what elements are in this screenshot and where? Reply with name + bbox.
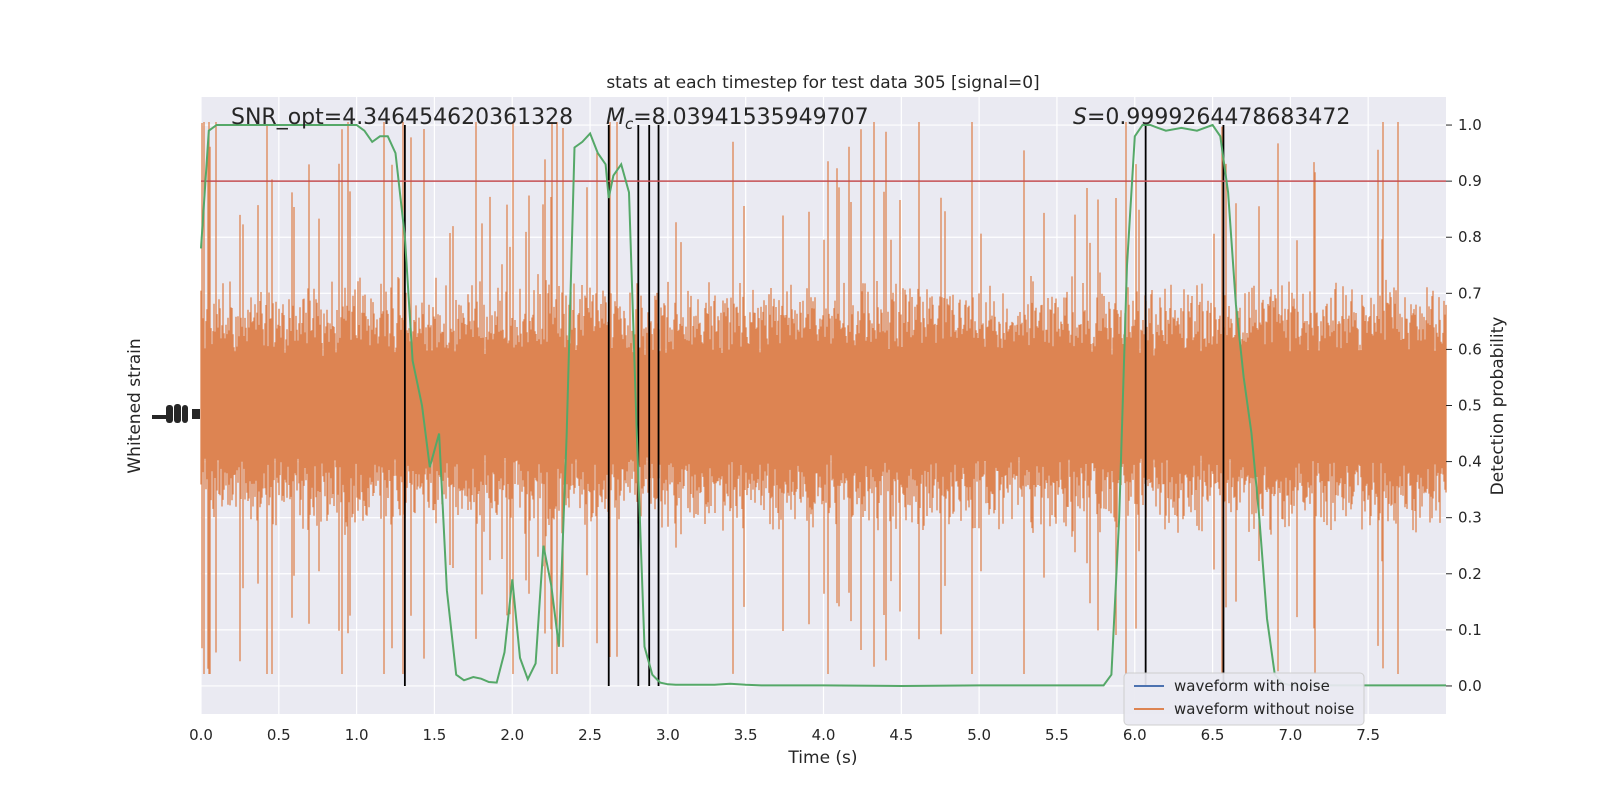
- x-tick-label: 4.0: [812, 726, 836, 744]
- y-right-tick-label: 0.5: [1458, 397, 1482, 415]
- x-tick-label: 5.5: [1045, 726, 1069, 744]
- x-tick-label: 7.0: [1278, 726, 1302, 744]
- legend: waveform with noise waveform without noi…: [1123, 672, 1365, 726]
- noise-waveform-series: [200, 122, 1447, 674]
- x-tick-label: 2.5: [578, 726, 602, 744]
- detection-probability-line: [200, 123, 1446, 688]
- x-tick-label: 2.0: [500, 726, 524, 744]
- x-tick-label: 3.0: [656, 726, 680, 744]
- chirp-mass-annotation: Mc=8.03941535949707: [606, 105, 869, 133]
- y-right-tick-labels: 0.0 0.1 0.2 0.3 0.4 0.5 0.6 0.7 0.8 0.9 1.0: [1446, 116, 1482, 695]
- y-right-tick-label: 0.6: [1458, 340, 1482, 358]
- event-lines: [403, 125, 1225, 686]
- x-tick-label: 7.5: [1356, 726, 1380, 744]
- x-tick-label: 3.5: [734, 726, 758, 744]
- y-right-tick-label: 0.2: [1458, 565, 1482, 583]
- y-right-tick-label: 1.0: [1458, 116, 1482, 134]
- y-right-tick-label: 0.8: [1458, 228, 1482, 246]
- x-tick-label: 0.5: [267, 726, 291, 744]
- legend-label-clean: waveform without noise: [1174, 700, 1354, 718]
- y-right-tick-label: 0.4: [1458, 453, 1482, 471]
- x-tick-labels: 0.0 0.5 1.0 1.5 2.0 2.5 3.0 3.5 4.0 4.5 5.0 5.5 6.0 6…: [189, 726, 1380, 744]
- x-tick-label: 0.0: [189, 726, 213, 744]
- y-right-tick-label: 0.9: [1458, 172, 1482, 190]
- y-right-tick-label: 0.0: [1458, 677, 1482, 695]
- left-axis-clutter: [152, 404, 200, 423]
- s-annotation: S=0.9999264478683472: [1073, 105, 1350, 130]
- y-right-tick-label: 0.3: [1458, 509, 1482, 527]
- x-tick-label: 4.5: [889, 726, 913, 744]
- legend-label-noise: waveform with noise: [1174, 677, 1330, 695]
- y-right-axis-label: Detection probability: [1488, 317, 1508, 496]
- x-axis-label: Time (s): [787, 748, 857, 768]
- x-tick-label: 1.5: [423, 726, 447, 744]
- y-left-axis-label: Whitened strain: [125, 338, 145, 473]
- x-tick-label: 1.0: [345, 726, 369, 744]
- x-tick-label: 6.0: [1123, 726, 1147, 744]
- y-right-tick-label: 0.7: [1458, 284, 1482, 302]
- x-tick-label: 5.0: [967, 726, 991, 744]
- y-right-tick-label: 0.1: [1458, 621, 1482, 639]
- x-tick-label: 6.5: [1201, 726, 1225, 744]
- snr-annotation: SNR_opt=4.346454620361328: [231, 105, 573, 130]
- chart-title: stats at each timestep for test data 305…: [606, 73, 1039, 93]
- noise-waveform-trace: [200, 122, 1447, 674]
- legend-box: [1123, 672, 1365, 726]
